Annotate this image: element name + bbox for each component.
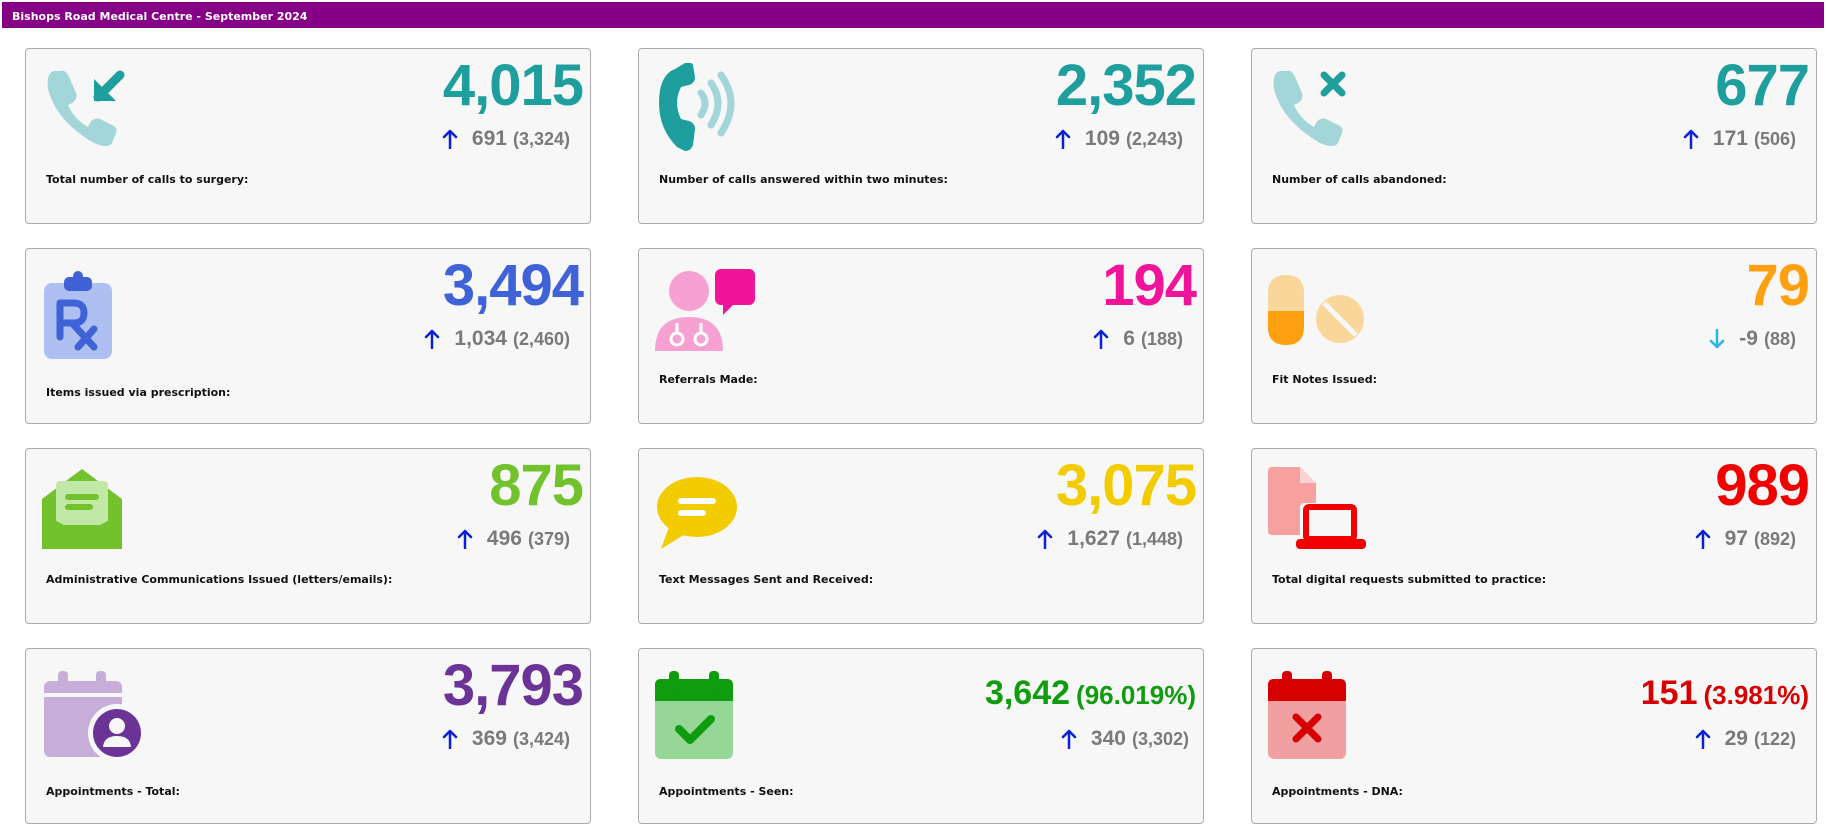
change-row: 29 (122) bbox=[1695, 727, 1796, 751]
main-value: 4,015 bbox=[442, 53, 584, 118]
main-value: 3,075 bbox=[1055, 453, 1197, 518]
change-value: -9 bbox=[1739, 327, 1758, 350]
phone-missed-icon bbox=[1268, 63, 1358, 153]
main-value: 3,793 bbox=[442, 653, 584, 718]
card-total-calls: 4,015 691 (3,324) Total number of calls … bbox=[25, 48, 591, 224]
change-value: 1,627 bbox=[1067, 527, 1120, 550]
card-label: Number of calls answered within two minu… bbox=[659, 173, 948, 186]
card-label: Text Messages Sent and Received: bbox=[659, 573, 874, 586]
card-admin-communications: 875 496 (379) Administrative Communicati… bbox=[25, 448, 591, 624]
phone-ringing-icon bbox=[655, 63, 745, 153]
change-value: 171 bbox=[1712, 127, 1748, 150]
change-value: 496 bbox=[486, 527, 522, 550]
change-value: 29 bbox=[1724, 727, 1748, 750]
card-referrals: 194 6 (188) Referrals Made: bbox=[638, 248, 1204, 424]
change-row: 496 (379) bbox=[457, 527, 570, 551]
change-row: 369 (3,424) bbox=[442, 727, 570, 751]
previous-value: (122) bbox=[1753, 728, 1796, 749]
previous-value: (3,424) bbox=[512, 728, 570, 749]
arrow-up-icon bbox=[424, 329, 440, 349]
main-value: 677 bbox=[1715, 53, 1810, 118]
main-value: 875 bbox=[489, 453, 584, 518]
main-value: 3,494 bbox=[442, 253, 584, 318]
arrow-up-icon bbox=[1037, 529, 1053, 549]
previous-value: (379) bbox=[527, 528, 570, 549]
card-appointments-dna: 151 (3.981%) 29 (122) Appointments - DNA: bbox=[1251, 648, 1817, 824]
change-value: 369 bbox=[471, 727, 507, 750]
previous-value: (892) bbox=[1753, 528, 1796, 549]
percent-value: (96.019%) bbox=[1076, 680, 1196, 710]
card-label: Referrals Made: bbox=[659, 373, 758, 386]
arrow-up-icon bbox=[442, 129, 458, 149]
card-calls-answered: 2,352 109 (2,243) Number of calls answer… bbox=[638, 48, 1204, 224]
percent-value: (3.981%) bbox=[1703, 680, 1810, 710]
calendar-check-icon bbox=[655, 671, 735, 761]
arrow-up-icon bbox=[1683, 129, 1699, 149]
change-value: 691 bbox=[471, 127, 507, 150]
change-row: 171 (506) bbox=[1683, 127, 1796, 151]
card-calls-abandoned: 677 171 (506) Number of calls abandoned: bbox=[1251, 48, 1817, 224]
calendar-person-icon bbox=[42, 671, 148, 763]
change-row: 1,627 (1,448) bbox=[1037, 527, 1183, 551]
main-value: 989 bbox=[1715, 453, 1810, 518]
change-row: 6 (188) bbox=[1093, 327, 1183, 351]
change-row: 109 (2,243) bbox=[1055, 127, 1183, 151]
arrow-down-icon bbox=[1709, 329, 1725, 349]
card-label: Appointments - DNA: bbox=[1272, 785, 1403, 798]
card-digital-requests: 989 97 (892) Total digital requests subm… bbox=[1251, 448, 1817, 624]
card-label: Total number of calls to surgery: bbox=[46, 173, 249, 186]
document-laptop-icon bbox=[1268, 467, 1372, 557]
change-value: 340 bbox=[1090, 727, 1126, 750]
prescription-clipboard-icon bbox=[42, 271, 132, 361]
main-value: 2,352 bbox=[1055, 53, 1197, 118]
card-text-messages: 3,075 1,627 (1,448) Text Messages Sent a… bbox=[638, 448, 1204, 624]
change-row: 1,034 (2,460) bbox=[424, 327, 570, 351]
card-label: Administrative Communications Issued (le… bbox=[46, 573, 393, 586]
card-label: Appointments - Total: bbox=[46, 785, 180, 798]
previous-value: (88) bbox=[1763, 328, 1796, 349]
change-value: 6 bbox=[1123, 327, 1135, 350]
change-row: 340 (3,302) bbox=[1061, 727, 1189, 751]
arrow-up-icon bbox=[1695, 529, 1711, 549]
previous-value: (2,460) bbox=[512, 328, 570, 349]
arrow-up-icon bbox=[1093, 329, 1109, 349]
main-value: 79 bbox=[1746, 253, 1810, 318]
previous-value: (3,324) bbox=[512, 128, 570, 149]
arrow-up-icon bbox=[1695, 729, 1711, 749]
card-appointments-seen: 3,642 (96.019%) 340 (3,302) Appointments … bbox=[638, 648, 1204, 824]
card-label: Appointments - Seen: bbox=[659, 785, 794, 798]
previous-value: (188) bbox=[1140, 328, 1183, 349]
previous-value: (506) bbox=[1753, 128, 1796, 149]
pills-icon bbox=[1268, 275, 1368, 355]
previous-value: (2,243) bbox=[1125, 128, 1183, 149]
card-appointments-total: 3,793 369 (3,424) Appointments - Total: bbox=[25, 648, 591, 824]
calendar-x-icon bbox=[1268, 671, 1348, 761]
card-label: Fit Notes Issued: bbox=[1272, 373, 1377, 386]
change-value: 109 bbox=[1084, 127, 1120, 150]
arrow-up-icon bbox=[1055, 129, 1071, 149]
previous-value: (3,302) bbox=[1131, 728, 1189, 749]
arrow-up-icon bbox=[442, 729, 458, 749]
arrow-up-icon bbox=[1061, 729, 1077, 749]
change-value: 97 bbox=[1724, 527, 1748, 550]
card-label: Items issued via prescription: bbox=[46, 386, 231, 399]
main-value: 151 (3.981%) bbox=[1640, 674, 1810, 712]
main-value: 3,642 (96.019%) bbox=[984, 674, 1196, 712]
change-row: -9 (88) bbox=[1709, 327, 1796, 351]
main-value: 194 bbox=[1102, 253, 1197, 318]
card-label: Number of calls abandoned: bbox=[1272, 173, 1447, 186]
chat-bubble-icon bbox=[655, 475, 745, 555]
change-value: 1,034 bbox=[454, 327, 507, 350]
arrow-up-icon bbox=[457, 529, 473, 549]
previous-value: (1,448) bbox=[1125, 528, 1183, 549]
dashboard-title: Bishops Road Medical Centre - September … bbox=[2, 2, 1824, 28]
doctor-message-icon bbox=[655, 269, 755, 359]
open-envelope-icon bbox=[42, 469, 132, 559]
phone-incoming-icon bbox=[42, 63, 132, 153]
change-row: 691 (3,324) bbox=[442, 127, 570, 151]
change-row: 97 (892) bbox=[1695, 527, 1796, 551]
card-fit-notes: 79 -9 (88) Fit Notes Issued: bbox=[1251, 248, 1817, 424]
card-prescriptions: 3,494 1,034 (2,460) Items issued via pre… bbox=[25, 248, 591, 424]
card-label: Total digital requests submitted to prac… bbox=[1272, 573, 1547, 586]
